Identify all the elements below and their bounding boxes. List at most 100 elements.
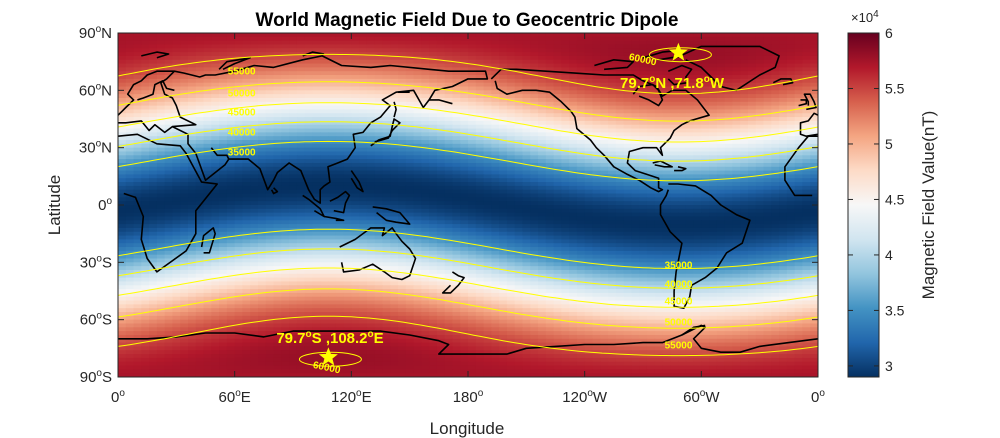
heatmap-cell xyxy=(654,117,664,122)
heatmap-cell xyxy=(538,120,547,126)
heatmap-cell xyxy=(226,174,236,179)
heatmap-cell xyxy=(281,109,290,114)
heatmap-cell xyxy=(522,220,531,225)
heatmap-cell xyxy=(522,239,531,244)
heatmap-cell xyxy=(265,124,275,130)
heatmap-cell xyxy=(312,101,321,107)
heatmap-cell xyxy=(382,166,391,172)
heatmap-cell xyxy=(398,143,407,149)
heatmap-cell xyxy=(156,243,166,248)
heatmap-cell xyxy=(576,136,586,141)
heatmap-cell xyxy=(576,94,586,99)
heatmap-cell xyxy=(639,86,648,91)
heatmap-cell xyxy=(709,185,718,191)
heatmap-cell xyxy=(709,136,718,141)
heatmap-cell xyxy=(615,97,625,103)
heatmap-cell xyxy=(483,220,492,225)
heatmap-cell xyxy=(584,239,594,244)
heatmap-cell xyxy=(141,40,150,46)
heatmap-cell xyxy=(188,231,197,237)
heatmap-cell xyxy=(654,208,664,214)
heatmap-cell xyxy=(359,113,368,118)
heatmap-cell xyxy=(312,166,321,172)
heatmap-cell xyxy=(421,159,430,164)
heatmap-cell xyxy=(164,151,174,156)
heatmap-cell xyxy=(662,132,671,137)
heatmap-cell xyxy=(491,166,500,172)
heatmap-cell xyxy=(545,40,555,46)
heatmap-cell xyxy=(234,90,244,95)
heatmap-cell xyxy=(273,159,282,164)
heatmap-cell xyxy=(740,227,749,233)
heatmap-cell xyxy=(390,97,399,103)
heatmap-cell xyxy=(553,44,562,49)
heatmap-cell xyxy=(670,40,679,46)
heatmap-cell xyxy=(156,140,166,145)
heatmap-cell xyxy=(149,231,158,237)
heatmap-cell xyxy=(654,109,664,114)
heatmap-cell xyxy=(390,197,399,202)
heatmap-cell xyxy=(195,124,205,130)
heatmap-cell xyxy=(366,220,376,225)
heatmap-cell xyxy=(452,90,461,95)
heatmap-cell xyxy=(771,162,780,168)
heatmap-cell xyxy=(258,86,267,91)
heatmap-cell xyxy=(219,109,228,114)
heatmap-cell xyxy=(296,205,306,210)
heatmap-cell xyxy=(335,97,345,103)
heatmap-cell xyxy=(219,52,228,57)
heatmap-cell xyxy=(584,67,594,72)
heatmap-cell xyxy=(281,208,290,214)
heatmap-cell xyxy=(468,185,477,191)
heatmap-cell xyxy=(483,235,492,240)
heatmap-cell xyxy=(180,63,189,68)
heatmap-cell xyxy=(405,113,415,118)
heatmap-cell xyxy=(374,174,384,179)
heatmap-cell xyxy=(475,132,485,137)
heatmap-cell xyxy=(382,94,391,99)
heatmap-cell xyxy=(545,220,555,225)
heatmap-cell xyxy=(693,220,702,225)
heatmap-cell xyxy=(359,94,368,99)
heatmap-cell xyxy=(755,216,765,221)
heatmap-cell xyxy=(654,143,664,149)
heatmap-cell xyxy=(335,109,345,114)
heatmap-cell xyxy=(646,189,656,195)
heatmap-cell xyxy=(452,193,461,198)
heatmap-cell xyxy=(475,220,485,225)
heatmap-cell xyxy=(623,224,632,229)
heatmap-cell xyxy=(786,140,796,145)
heatmap-cell xyxy=(786,143,796,149)
heatmap-cell xyxy=(436,182,446,187)
heatmap-cell xyxy=(203,201,212,206)
heatmap-cell xyxy=(763,182,772,187)
heatmap-cell xyxy=(125,155,135,160)
heatmap-cell xyxy=(149,155,158,160)
heatmap-cell xyxy=(786,40,796,46)
heatmap-cell xyxy=(810,120,818,126)
heatmap-cell xyxy=(716,162,726,168)
heatmap-cell xyxy=(328,189,337,195)
heatmap-cell xyxy=(382,128,391,133)
heatmap-cell xyxy=(724,193,734,198)
heatmap-cell xyxy=(242,151,251,156)
heatmap-cell xyxy=(748,231,757,237)
heatmap-cell xyxy=(514,182,524,187)
heatmap-cell xyxy=(724,71,734,76)
heatmap-cell xyxy=(670,75,679,80)
heatmap-cell xyxy=(639,59,648,65)
heatmap-cell xyxy=(802,143,811,149)
heatmap-cell xyxy=(156,208,166,214)
heatmap-cell xyxy=(561,159,570,164)
heatmap-cell xyxy=(623,44,632,49)
heatmap-cell xyxy=(483,67,492,72)
heatmap-cell xyxy=(748,136,757,141)
heatmap-cell xyxy=(172,182,181,187)
heatmap-cell xyxy=(662,40,671,46)
heatmap-cell xyxy=(538,63,547,68)
heatmap-cell xyxy=(460,189,469,195)
heatmap-cell xyxy=(118,182,127,187)
heatmap-cell xyxy=(514,178,524,183)
heatmap-cell xyxy=(398,78,407,84)
